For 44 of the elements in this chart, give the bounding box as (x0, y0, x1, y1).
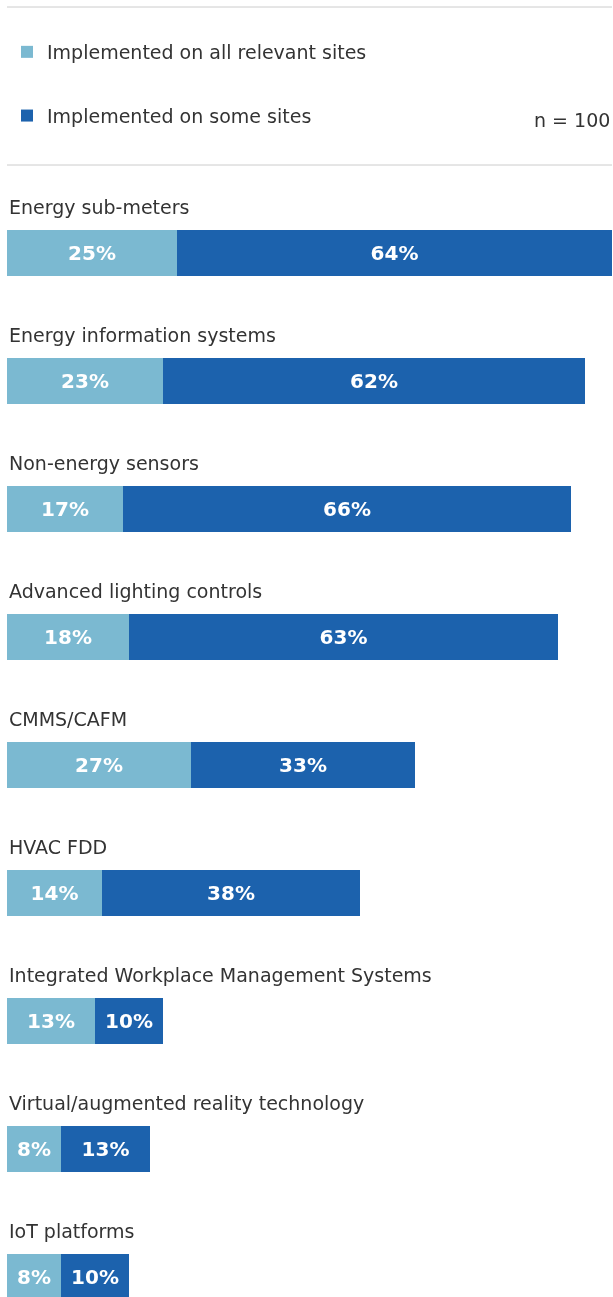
legend-label: Implemented on all relevant sites (47, 41, 367, 64)
bar (7, 998, 95, 1044)
data-label: 8% (17, 1137, 51, 1161)
data-label: 17% (41, 497, 89, 521)
data-label: 13% (27, 1009, 75, 1033)
y-tick-label: Energy sub-meters (9, 196, 190, 218)
legend-label: Implemented on some sites (47, 104, 312, 127)
data-label: 8% (17, 1265, 51, 1289)
bar (7, 230, 177, 276)
data-label: 64% (370, 241, 419, 265)
bar (7, 358, 163, 404)
bar (129, 614, 558, 660)
data-label: 63% (319, 625, 368, 649)
bar (163, 358, 585, 404)
y-tick-label: IoT platforms (9, 1220, 135, 1242)
data-label: 38% (207, 881, 255, 905)
data-label: 25% (68, 241, 116, 265)
bar (7, 486, 123, 532)
bar (61, 1126, 150, 1172)
bar (191, 742, 415, 788)
y-tick-label: Energy information systems (9, 324, 276, 346)
y-tick-label: CMMS/CAFM (9, 708, 128, 730)
data-label: 27% (75, 753, 123, 777)
y-tick-label: HVAC FDD (9, 836, 108, 858)
y-tick-label: Virtual/augmented reality technology (9, 1092, 365, 1114)
data-label: 18% (44, 625, 92, 649)
data-label: 33% (279, 753, 327, 777)
text: n = 100 (534, 109, 611, 131)
y-tick-label: Integrated Workplace Management Systems (9, 964, 432, 986)
bar (177, 230, 612, 276)
data-label: 62% (350, 369, 398, 393)
data-label: 66% (323, 497, 371, 521)
data-label: 10% (105, 1009, 153, 1033)
bar (102, 870, 360, 916)
data-label: 10% (71, 1265, 119, 1289)
bar (7, 742, 191, 788)
data-label: 14% (30, 881, 79, 905)
data-label: 13% (81, 1137, 130, 1161)
bar (7, 614, 129, 660)
bar (123, 486, 571, 532)
y-tick-label: Advanced lighting controls (9, 580, 263, 602)
bar (7, 870, 102, 916)
data-label: 23% (61, 369, 109, 393)
y-tick-label: Non-energy sensors (9, 452, 199, 474)
